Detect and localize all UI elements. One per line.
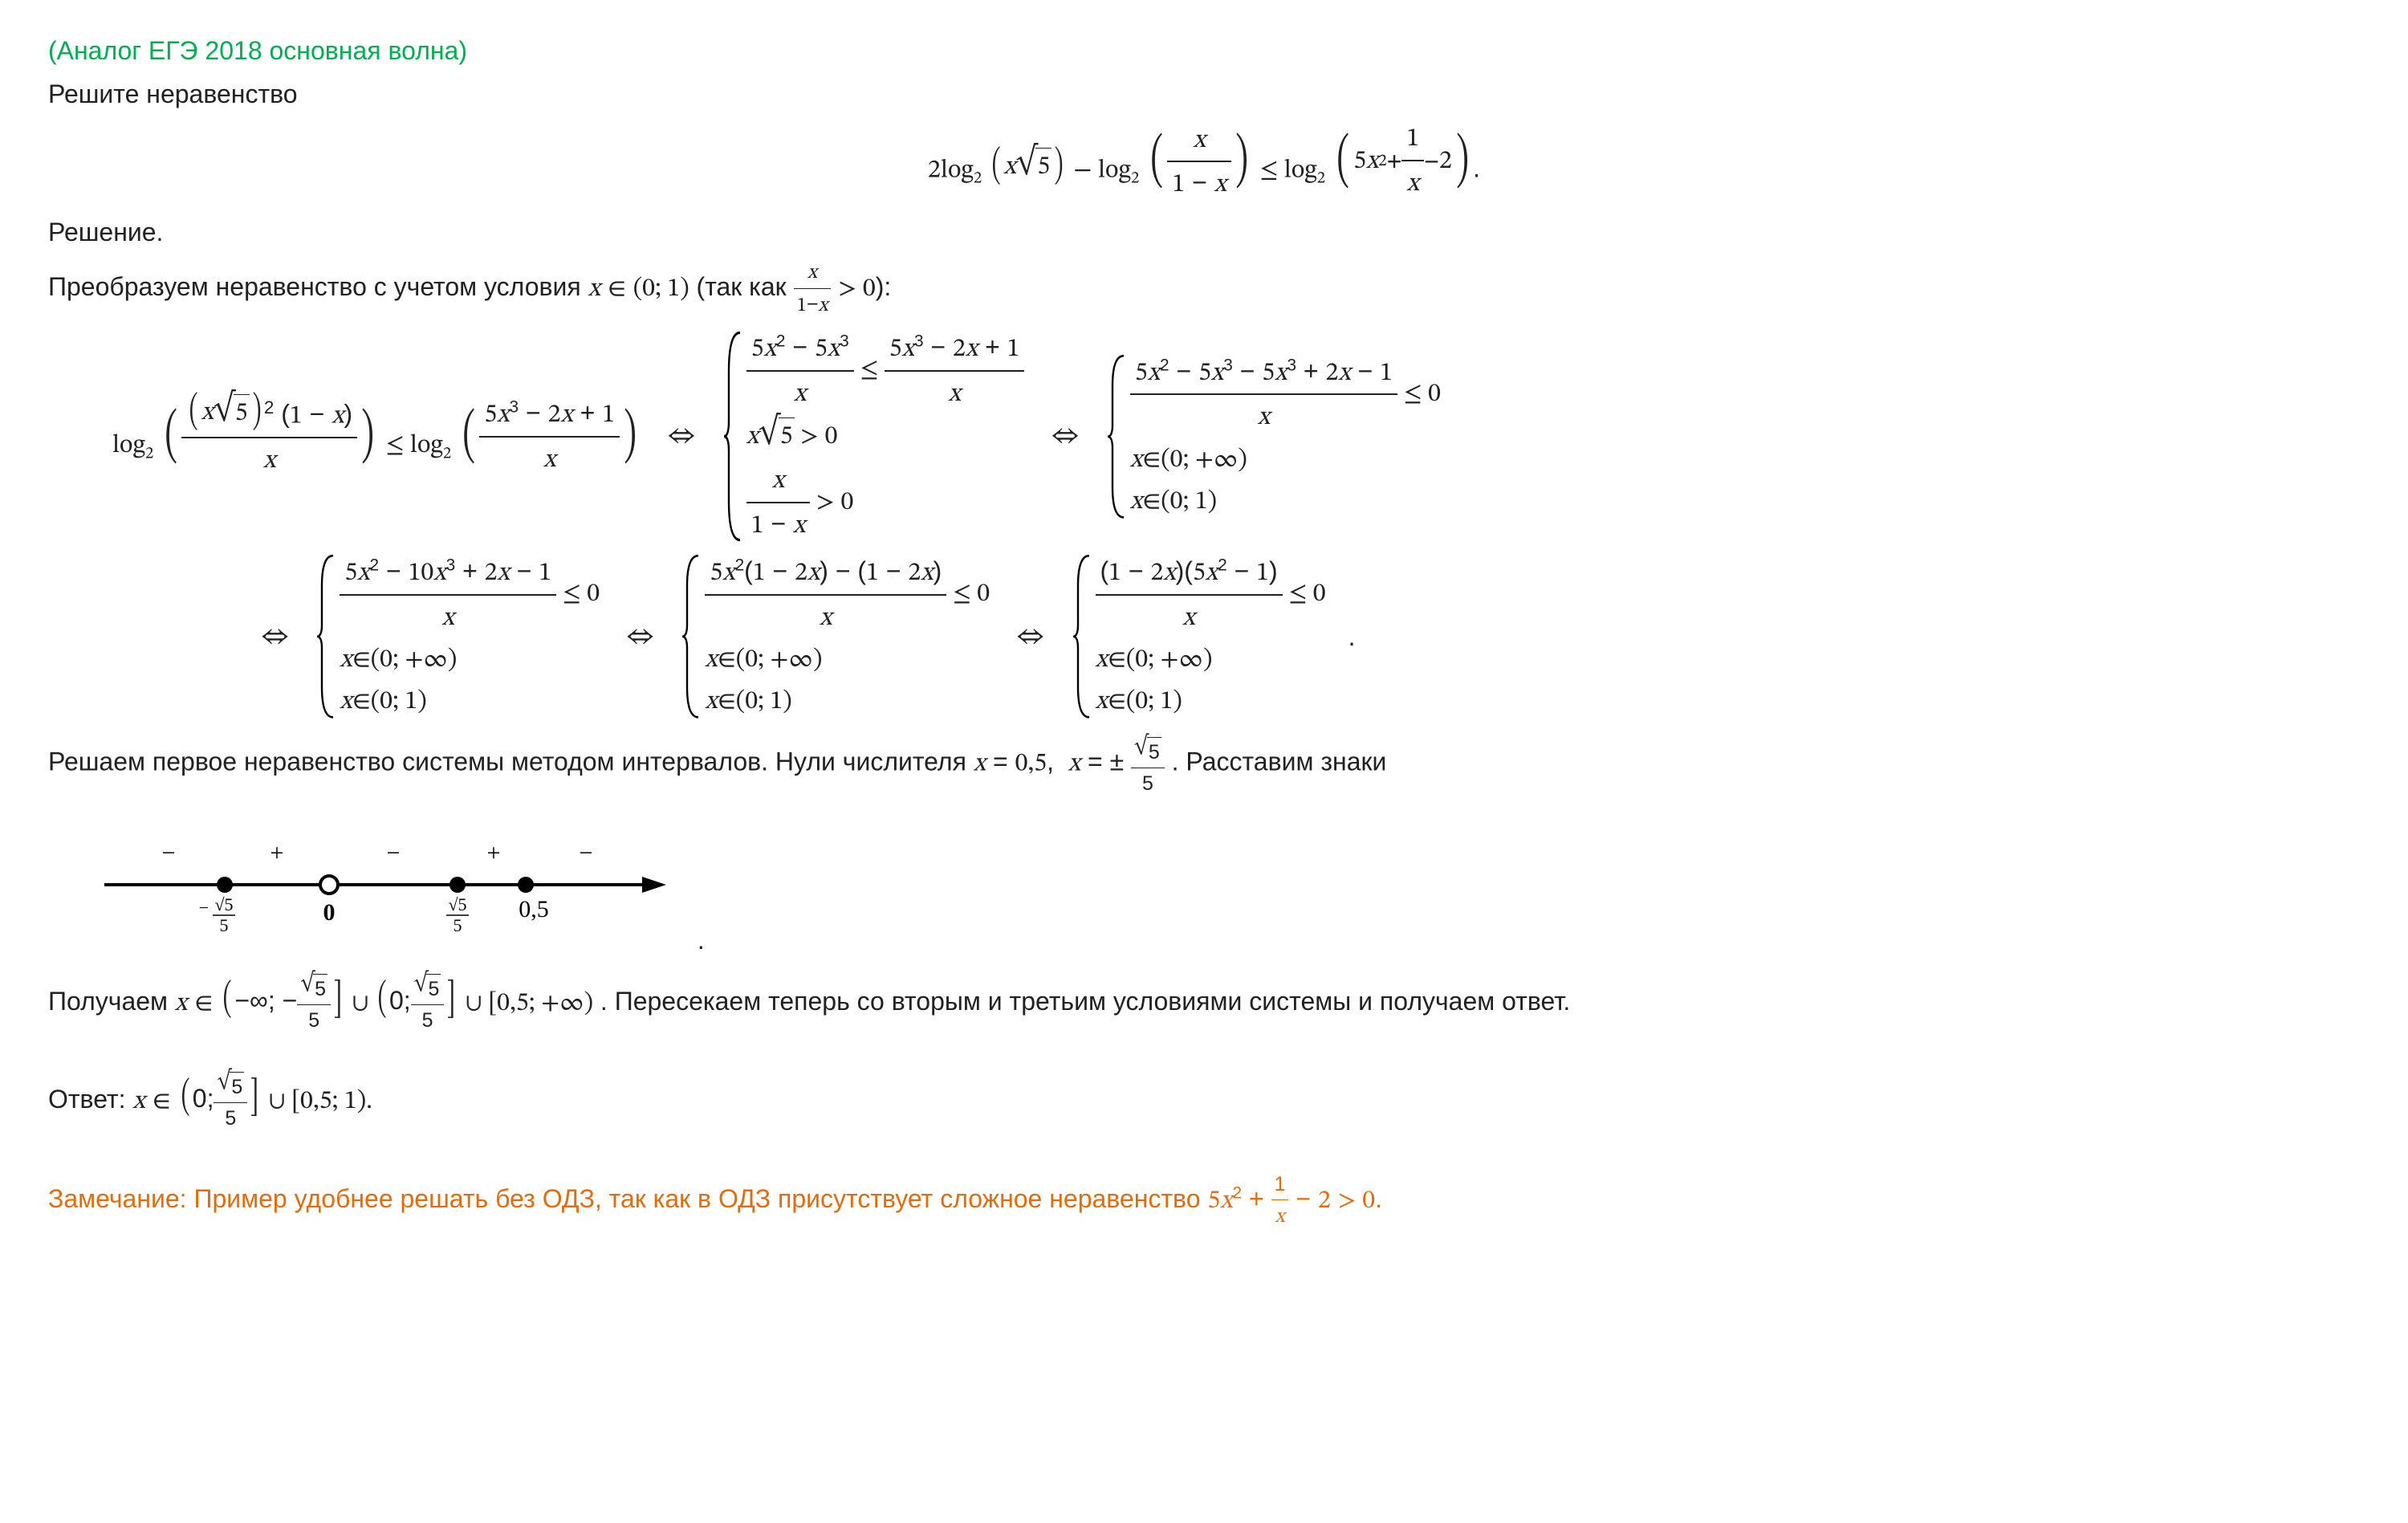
svg-text:+: +	[487, 840, 501, 866]
svg-text:5: 5	[220, 915, 229, 935]
task-line: Решите неравенство	[48, 75, 2360, 112]
equiv-icon: ⇔	[622, 617, 658, 658]
transform-mid: (так как	[697, 272, 794, 301]
result-line: Получаем x ∈ (−∞; − √55 ] ∪ (0; √55 ] ∪ …	[48, 966, 2360, 1035]
svg-text:−: −	[199, 898, 209, 918]
system-3: 5x2 − 5x3 − 5x3 + 2x − 1x ≤ 0 x ∈ (0; +∞…	[1106, 352, 1441, 521]
svg-text:√5: √5	[448, 894, 466, 914]
transform-prefix: Преобразуем неравенство с учетом условия	[48, 272, 588, 301]
equiv-icon: ⇔	[257, 617, 293, 658]
brace-icon	[1072, 552, 1092, 721]
equiv-line-1: log2 ( (x√5)2 (1 − x) x ) ≤ log2 ( 5x3 −…	[112, 328, 2360, 544]
svg-text:√5: √5	[214, 894, 233, 914]
system-4: 5x2 − 10x3 + 2x − 1x ≤ 0 x ∈ (0; +∞) x ∈…	[315, 552, 600, 721]
equiv-icon: ⇔	[663, 416, 699, 457]
svg-text:−: −	[162, 840, 176, 866]
system-2: 5x2 − 5x3x ≤ 5x3 − 2x + 1x x√5 > 0 x1 − …	[722, 328, 1025, 544]
equiv-line-2: ⇔ 5x2 − 10x3 + 2x − 1x ≤ 0 x ∈ (0; +∞) x…	[257, 552, 2360, 721]
svg-text:−: −	[387, 840, 401, 866]
intervals-prefix: Решаем первое неравенство системы методо…	[48, 747, 974, 776]
equiv-icon: ⇔	[1047, 416, 1083, 457]
solution-label: Решение.	[48, 214, 2360, 250]
brace-icon	[681, 552, 702, 721]
equiv-icon: ⇔	[1012, 617, 1048, 658]
intervals-intro: Решаем первое неравенство системы методо…	[48, 729, 2360, 798]
brace-icon	[722, 328, 743, 544]
answer-line: Ответ: x ∈ (0; √55 ] ∪ [0,5; 1).	[48, 1064, 2360, 1133]
footnote: Замечание: Пример удобнее решать без ОДЗ…	[48, 1170, 2360, 1232]
intervals-suffix: . Расставим знаки	[1172, 747, 1387, 776]
transform-intro: Преобразуем неравенство с учетом условия…	[48, 257, 2360, 320]
sqrt5-over-5: √5 5	[1131, 729, 1165, 798]
svg-text:5: 5	[454, 915, 462, 935]
step-1-lhs: log2 ( (x√5)2 (1 − x) x ) ≤ log2 ( 5x3 −…	[112, 394, 641, 479]
system-5: 5x2(1 − 2x) − (1 − 2x)x ≤ 0 x ∈ (0; +∞) …	[681, 552, 990, 721]
note-prefix: Замечание: Пример удобнее решать без ОДЗ…	[48, 1184, 1207, 1213]
svg-text:−: −	[580, 840, 593, 866]
svg-text:0,5: 0,5	[519, 896, 549, 922]
frac-x-over-1-minus-x: x 1−x	[794, 257, 832, 320]
number-line-diagram: − + − + − − √5 5 0 √5 5	[80, 812, 2360, 959]
svg-text:0: 0	[323, 899, 336, 926]
brace-icon	[1106, 352, 1127, 521]
answer-label: Ответ:	[48, 1085, 132, 1114]
brace-icon	[315, 552, 336, 721]
exam-tag: (Аналог ЕГЭ 2018 основная волна)	[48, 32, 2360, 69]
svg-text:+: +	[270, 840, 284, 866]
math-solution-page: (Аналог ЕГЭ 2018 основная волна) Решите …	[0, 0, 2408, 1281]
main-inequality: 2log2 ( x√5 ) − log2 ( x1 − x ) ≤ log2 (…	[48, 120, 2360, 204]
system-6: (1 − 2x)(5x2 − 1)x ≤ 0 x ∈ (0; +∞) x ∈ (…	[1072, 552, 1326, 721]
number-line-svg: − + − + − − √5 5 0 √5 5	[80, 812, 690, 949]
